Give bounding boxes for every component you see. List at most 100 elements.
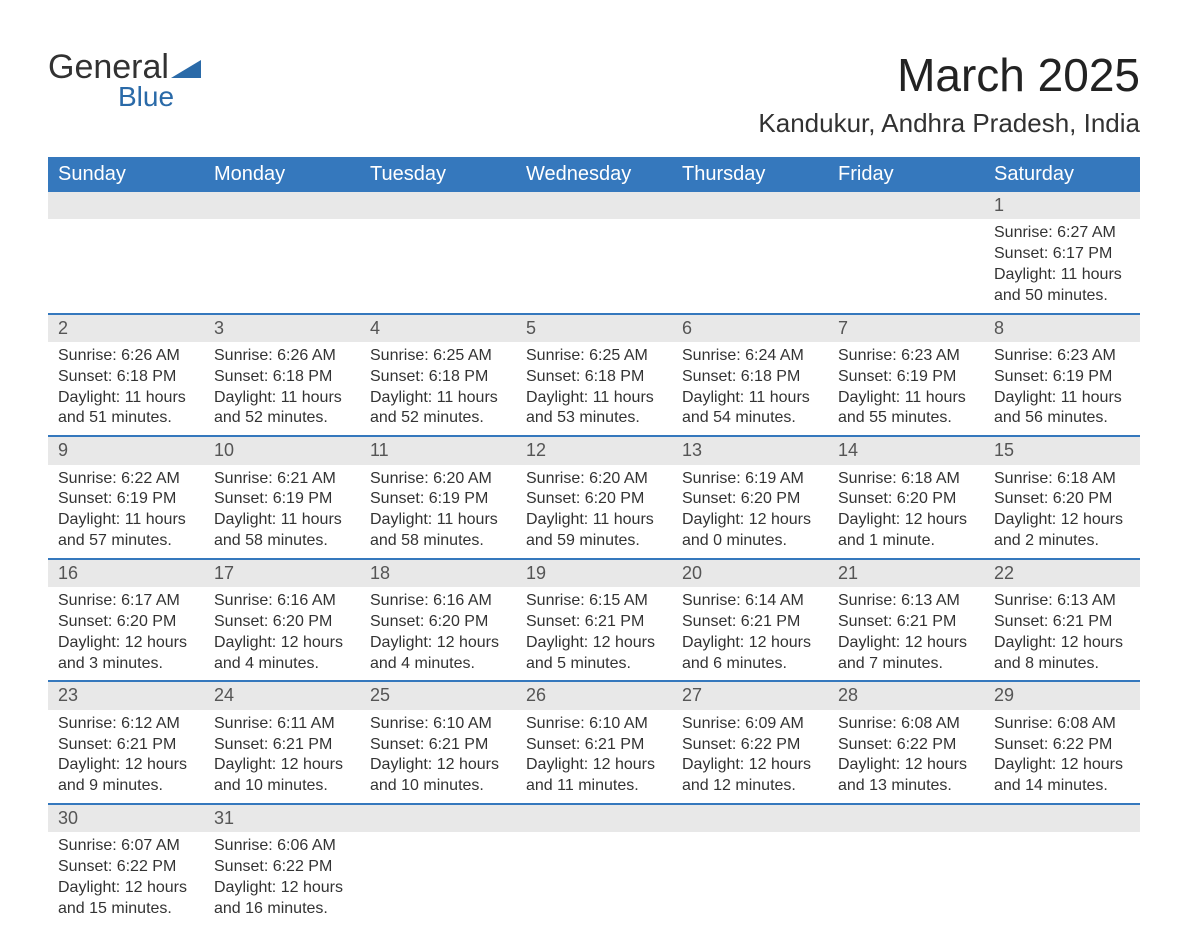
sunset-line: Sunset: 6:22 PM <box>682 735 818 756</box>
daylight-line: Daylight: 12 hours and 5 minutes. <box>526 633 662 675</box>
weekday-header: Friday <box>828 157 984 192</box>
sunset-line: Sunset: 6:19 PM <box>214 489 350 510</box>
day-number-cell: 4 <box>360 314 516 342</box>
sunrise-line: Sunrise: 6:25 AM <box>526 346 662 367</box>
day-detail-cell: Sunrise: 6:18 AMSunset: 6:20 PMDaylight:… <box>984 465 1140 559</box>
day-number-cell: 16 <box>48 559 204 587</box>
day-number-cell <box>48 192 204 219</box>
sunset-line: Sunset: 6:22 PM <box>838 735 974 756</box>
sunset-line: Sunset: 6:21 PM <box>370 735 506 756</box>
day-detail-cell: Sunrise: 6:23 AMSunset: 6:19 PMDaylight:… <box>984 342 1140 436</box>
daylight-line: Daylight: 11 hours and 58 minutes. <box>214 510 350 552</box>
daylight-line: Daylight: 12 hours and 16 minutes. <box>214 878 350 920</box>
day-number-cell <box>828 804 984 832</box>
daylight-line: Daylight: 12 hours and 14 minutes. <box>994 755 1130 797</box>
calendar-table: SundayMondayTuesdayWednesdayThursdayFrid… <box>48 157 1140 925</box>
sunset-line: Sunset: 6:19 PM <box>838 367 974 388</box>
day-number-cell <box>672 804 828 832</box>
sunrise-line: Sunrise: 6:22 AM <box>58 469 194 490</box>
daylight-line: Daylight: 11 hours and 57 minutes. <box>58 510 194 552</box>
day-number-cell <box>516 804 672 832</box>
sunrise-line: Sunrise: 6:16 AM <box>370 591 506 612</box>
day-detail-cell: Sunrise: 6:18 AMSunset: 6:20 PMDaylight:… <box>828 465 984 559</box>
day-detail-cell: Sunrise: 6:16 AMSunset: 6:20 PMDaylight:… <box>360 587 516 681</box>
day-number-cell: 25 <box>360 681 516 709</box>
sunrise-line: Sunrise: 6:10 AM <box>370 714 506 735</box>
day-number-row: 9101112131415 <box>48 436 1140 464</box>
daylight-line: Daylight: 12 hours and 2 minutes. <box>994 510 1130 552</box>
sunset-line: Sunset: 6:22 PM <box>214 857 350 878</box>
day-detail-row: Sunrise: 6:22 AMSunset: 6:19 PMDaylight:… <box>48 465 1140 559</box>
sunset-line: Sunset: 6:19 PM <box>994 367 1130 388</box>
header: General Blue March 2025 Kandukur, Andhra… <box>48 48 1140 139</box>
sunset-line: Sunset: 6:21 PM <box>526 612 662 633</box>
day-number-cell: 12 <box>516 436 672 464</box>
day-detail-cell: Sunrise: 6:23 AMSunset: 6:19 PMDaylight:… <box>828 342 984 436</box>
daylight-line: Daylight: 12 hours and 11 minutes. <box>526 755 662 797</box>
daylight-line: Daylight: 11 hours and 56 minutes. <box>994 388 1130 430</box>
day-number-cell: 6 <box>672 314 828 342</box>
sunset-line: Sunset: 6:20 PM <box>526 489 662 510</box>
day-detail-cell <box>360 219 516 313</box>
weekday-header: Wednesday <box>516 157 672 192</box>
day-detail-cell: Sunrise: 6:14 AMSunset: 6:21 PMDaylight:… <box>672 587 828 681</box>
sunrise-line: Sunrise: 6:25 AM <box>370 346 506 367</box>
day-detail-cell: Sunrise: 6:22 AMSunset: 6:19 PMDaylight:… <box>48 465 204 559</box>
day-number-cell <box>984 804 1140 832</box>
day-detail-cell: Sunrise: 6:19 AMSunset: 6:20 PMDaylight:… <box>672 465 828 559</box>
location-title: Kandukur, Andhra Pradesh, India <box>758 108 1140 139</box>
weekday-header: Thursday <box>672 157 828 192</box>
day-number-cell <box>360 804 516 832</box>
day-detail-cell: Sunrise: 6:10 AMSunset: 6:21 PMDaylight:… <box>360 710 516 804</box>
sunset-line: Sunset: 6:20 PM <box>682 489 818 510</box>
title-block: March 2025 Kandukur, Andhra Pradesh, Ind… <box>758 48 1140 139</box>
sunset-line: Sunset: 6:21 PM <box>994 612 1130 633</box>
day-number-cell: 5 <box>516 314 672 342</box>
day-detail-cell: Sunrise: 6:26 AMSunset: 6:18 PMDaylight:… <box>204 342 360 436</box>
sunset-line: Sunset: 6:18 PM <box>526 367 662 388</box>
day-detail-row: Sunrise: 6:07 AMSunset: 6:22 PMDaylight:… <box>48 832 1140 925</box>
sunrise-line: Sunrise: 6:08 AM <box>838 714 974 735</box>
day-number-cell: 17 <box>204 559 360 587</box>
day-detail-cell: Sunrise: 6:26 AMSunset: 6:18 PMDaylight:… <box>48 342 204 436</box>
daylight-line: Daylight: 12 hours and 6 minutes. <box>682 633 818 675</box>
day-detail-cell <box>516 219 672 313</box>
day-detail-cell: Sunrise: 6:13 AMSunset: 6:21 PMDaylight:… <box>828 587 984 681</box>
day-number-cell: 2 <box>48 314 204 342</box>
day-number-cell: 8 <box>984 314 1140 342</box>
day-detail-cell: Sunrise: 6:20 AMSunset: 6:19 PMDaylight:… <box>360 465 516 559</box>
daylight-line: Daylight: 12 hours and 9 minutes. <box>58 755 194 797</box>
day-number-cell: 13 <box>672 436 828 464</box>
daylight-line: Daylight: 11 hours and 53 minutes. <box>526 388 662 430</box>
day-detail-cell: Sunrise: 6:06 AMSunset: 6:22 PMDaylight:… <box>204 832 360 925</box>
sunset-line: Sunset: 6:17 PM <box>994 244 1130 265</box>
daylight-line: Daylight: 12 hours and 0 minutes. <box>682 510 818 552</box>
sunrise-line: Sunrise: 6:12 AM <box>58 714 194 735</box>
day-number-cell <box>360 192 516 219</box>
daylight-line: Daylight: 11 hours and 55 minutes. <box>838 388 974 430</box>
weekday-header: Tuesday <box>360 157 516 192</box>
day-detail-cell: Sunrise: 6:15 AMSunset: 6:21 PMDaylight:… <box>516 587 672 681</box>
sunrise-line: Sunrise: 6:23 AM <box>994 346 1130 367</box>
weekday-header: Monday <box>204 157 360 192</box>
day-detail-cell: Sunrise: 6:08 AMSunset: 6:22 PMDaylight:… <box>984 710 1140 804</box>
day-detail-row: Sunrise: 6:12 AM Sunset: 6:21 PM Daylight:… <box>48 710 1140 804</box>
sunset-line: Sunset: 6:20 PM <box>214 612 350 633</box>
day-number-cell: 20 <box>672 559 828 587</box>
day-number-cell: 7 <box>828 314 984 342</box>
sunrise-line: Sunrise: 6:17 AM <box>58 591 194 612</box>
sunset-line: Sunset: 6:22 PM <box>58 857 194 878</box>
daylight-line: Daylight: 12 hours and 3 minutes. <box>58 633 194 675</box>
sunset-line: Sunset: 6:20 PM <box>838 489 974 510</box>
daylight-line: Daylight: 11 hours and 59 minutes. <box>526 510 662 552</box>
daylight-line: Daylight: 12 hours and 8 minutes. <box>994 633 1130 675</box>
sunrise-line: Sunrise: 6:23 AM <box>838 346 974 367</box>
day-number-cell: 28 <box>828 681 984 709</box>
logo-triangle-icon <box>171 56 201 78</box>
sunrise-line: Sunrise: 6:18 AM <box>994 469 1130 490</box>
sunrise-line: Sunrise: 6:13 AM <box>994 591 1130 612</box>
sunrise-line: Sunrise: 6:20 AM <box>526 469 662 490</box>
sunrise-line: Sunrise: 6:18 AM <box>838 469 974 490</box>
sunrise-line: Sunrise: 6:24 AM <box>682 346 818 367</box>
daylight-line: Daylight: 12 hours and 4 minutes. <box>214 633 350 675</box>
